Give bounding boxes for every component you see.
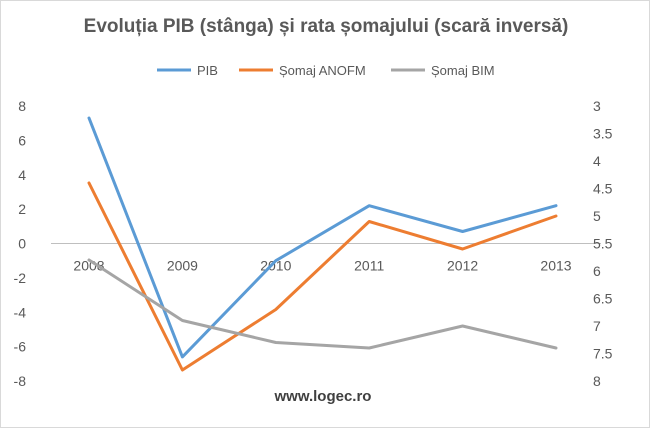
chart-title: Evoluția PIB (stânga) și rata șomajului …	[83, 16, 569, 37]
right-tick-label: 7.5	[593, 346, 613, 362]
right-tick-label: 6	[593, 263, 601, 279]
series-line--omaj-bim	[87, 258, 558, 350]
left-y-axis: 8 6 4 2 0 -2 -4 -6 -8	[14, 98, 27, 389]
legend-label: Șomaj BIM	[431, 63, 495, 78]
left-tick-label: 6	[18, 132, 26, 148]
right-tick-label: 8	[593, 373, 601, 389]
right-tick-label: 5	[593, 208, 601, 224]
left-tick-label: -4	[14, 304, 27, 320]
x-tick-label: 2008	[73, 258, 104, 274]
right-tick-label: 4	[593, 153, 601, 169]
legend-label: Șomaj ANOFM	[279, 63, 366, 78]
legend-label: PIB	[197, 63, 218, 78]
series-line-pib	[87, 116, 558, 359]
left-tick-label: -6	[14, 339, 27, 355]
right-y-axis: 3 3.5 4 4.5 5 5.5 6 6.5 7 7.5 8	[593, 98, 613, 389]
series-lines	[87, 116, 558, 372]
x-tick-label: 2009	[167, 258, 198, 274]
left-tick-label: 0	[18, 236, 26, 252]
right-tick-label: 5.5	[593, 236, 613, 252]
watermark-text: www.logec.ro	[274, 388, 372, 405]
left-tick-label: -8	[14, 373, 27, 389]
left-tick-label: 4	[18, 167, 26, 183]
right-tick-label: 4.5	[593, 181, 613, 197]
left-tick-label: 2	[18, 201, 26, 217]
left-tick-label: -2	[14, 270, 27, 286]
x-tick-label: 2011	[354, 258, 384, 274]
x-tick-label: 2013	[540, 258, 571, 274]
right-tick-label: 3	[593, 98, 601, 114]
right-tick-label: 3.5	[593, 126, 613, 142]
legend: PIB Șomaj ANOFM Șomaj BIM	[157, 63, 495, 78]
left-tick-label: 8	[18, 98, 26, 114]
right-tick-label: 6.5	[593, 291, 613, 307]
x-tick-label: 2012	[447, 258, 478, 274]
right-tick-label: 7	[593, 318, 601, 334]
series-line--omaj-anofm	[87, 181, 558, 372]
